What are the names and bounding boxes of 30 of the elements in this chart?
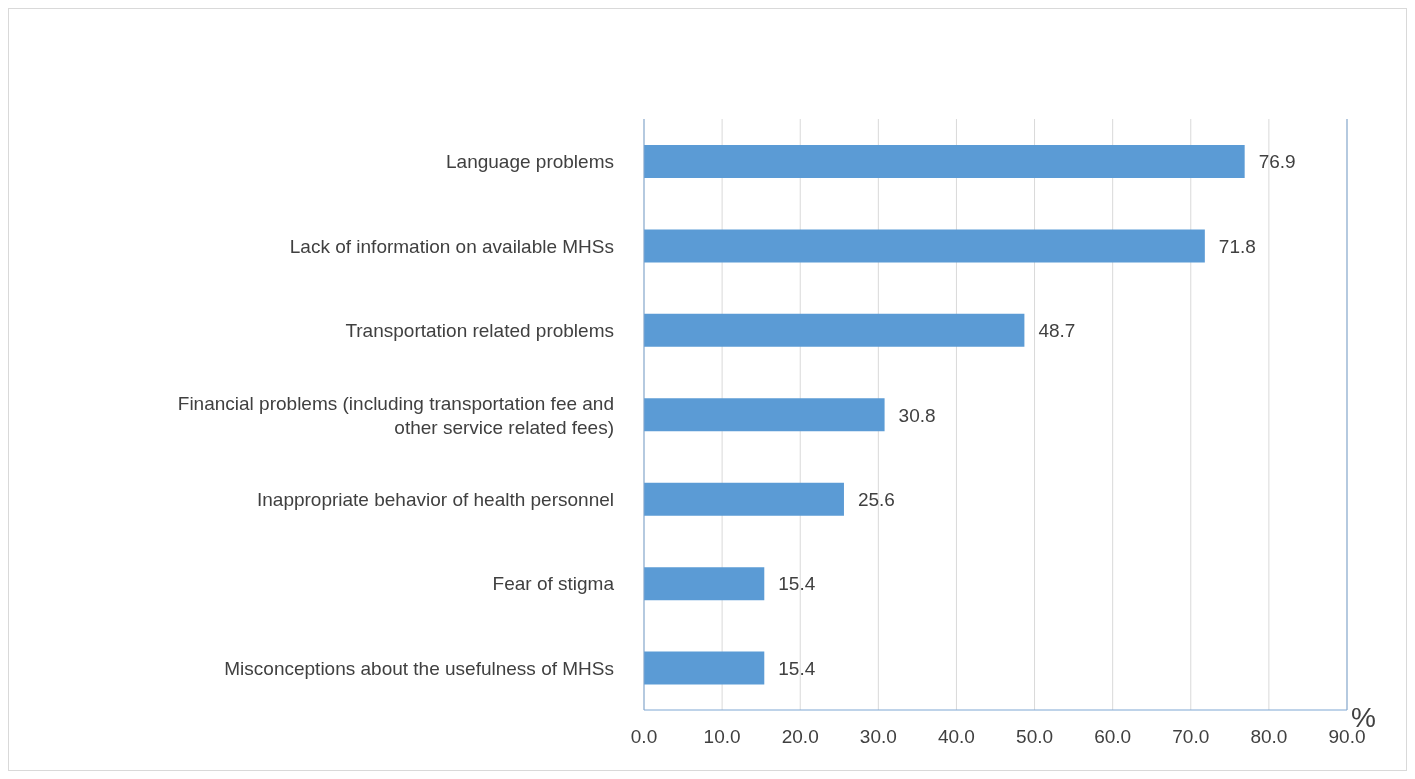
y-tick-label: Fear of stigma (492, 572, 615, 594)
bar (644, 651, 765, 685)
x-tick-label: 0.0 (630, 726, 658, 748)
data-label: 25.6 (857, 488, 895, 510)
x-tick-label: 80.0 (1250, 726, 1288, 748)
bar (644, 313, 1025, 347)
data-label: 15.4 (778, 573, 816, 595)
bar (644, 398, 885, 432)
x-tick-label: 40.0 (937, 726, 975, 748)
x-tick-label: 60.0 (1094, 726, 1132, 748)
bar (644, 145, 1245, 178)
x-tick-label: 70.0 (1172, 726, 1210, 748)
bar (644, 229, 1205, 263)
x-tick-label: 20.0 (781, 726, 819, 748)
x-tick-label: 30.0 (859, 726, 897, 748)
y-tick-label: Inappropriate behavior of health personnel (256, 488, 614, 510)
data-label: 48.7 (1038, 320, 1076, 342)
y-tick-label: Misconceptions about the usefulness of MHSs (224, 657, 614, 679)
x-tick-label: 50.0 (1016, 726, 1054, 748)
bar (644, 567, 765, 601)
y-tick-label: Financial problems (including transportation fee and other service related fees) (177, 392, 614, 437)
data-label: 76.9 (1258, 151, 1296, 173)
bar (644, 482, 844, 516)
y-tick-label: Transportation related problems (345, 319, 614, 341)
data-label: 71.8 (1218, 235, 1256, 257)
y-tick-label: Lack of information on available MHSs (289, 235, 614, 257)
x-tick-label: 10.0 (703, 726, 741, 748)
y-tick-label: Language problems (446, 150, 614, 172)
data-label: 30.8 (898, 404, 936, 426)
data-label: 15.4 (778, 657, 816, 679)
